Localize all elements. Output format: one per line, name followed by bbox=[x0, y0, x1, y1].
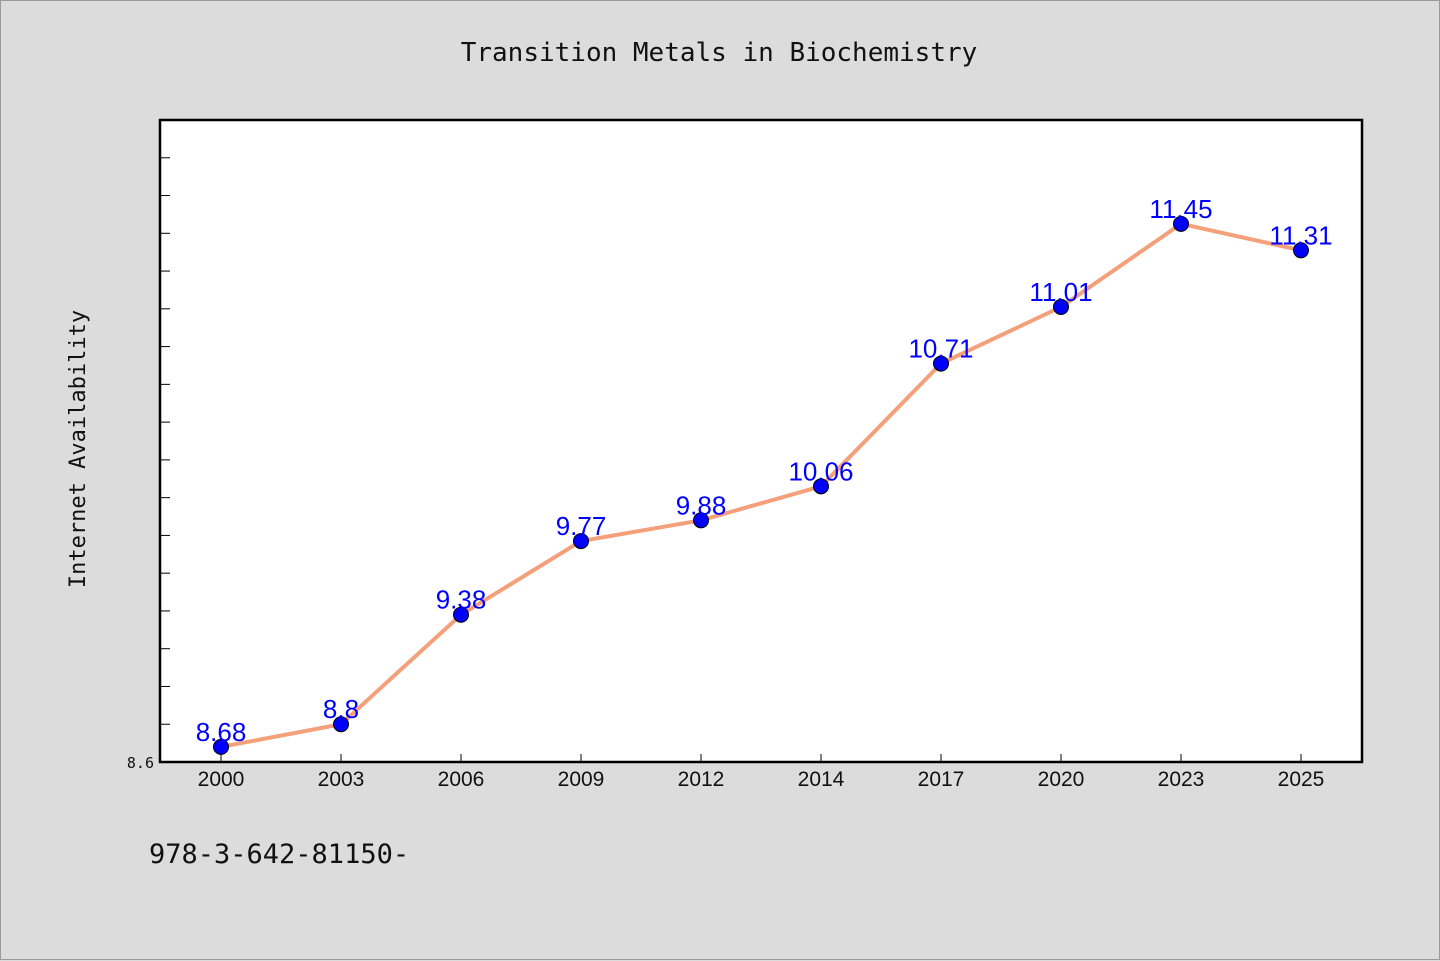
x-axis-ticks: 2000 2003 2006 2009 2012 2014 2017 2020 2023 2025 bbox=[198, 754, 1325, 791]
data-label: 11.01 bbox=[1029, 277, 1092, 307]
data-point bbox=[213, 738, 229, 755]
x-tick-label: 2020 bbox=[1038, 768, 1085, 791]
data-point bbox=[333, 716, 349, 733]
chart-title: Transition Metals in Biochemistry bbox=[461, 38, 978, 68]
x-tick-label: 2009 bbox=[558, 768, 605, 791]
series-layer bbox=[213, 215, 1309, 755]
data-point bbox=[813, 478, 829, 495]
series-line bbox=[220, 221, 1302, 749]
data-label: 10.71 bbox=[908, 334, 973, 364]
x-tick-label: 2006 bbox=[438, 768, 485, 791]
y-axis-label: Internet Availability bbox=[66, 310, 91, 588]
plot-area bbox=[158, 118, 1364, 764]
x-tick-label: 2014 bbox=[798, 768, 845, 791]
data-label: 11.31 bbox=[1269, 220, 1332, 250]
data-label: 9.88 bbox=[676, 490, 727, 520]
x-tick-label: 2023 bbox=[1158, 768, 1205, 791]
data-point bbox=[573, 533, 589, 550]
data-label: 10.06 bbox=[788, 456, 853, 486]
data-point bbox=[933, 355, 949, 372]
data-label: 9.38 bbox=[436, 585, 487, 615]
data-point bbox=[1293, 242, 1309, 259]
y-tick-label: 8.6 bbox=[127, 754, 154, 772]
x-tick-label: 2017 bbox=[918, 768, 965, 791]
data-label: 8.68 bbox=[196, 717, 247, 747]
data-label-layer: 8.68 8.8 9.38 9.77 9.88 10.06 10.71 11.01 11.45 1… bbox=[196, 194, 1333, 747]
data-point bbox=[1053, 298, 1069, 315]
data-point bbox=[453, 606, 469, 623]
data-label: 8.8 bbox=[323, 694, 359, 724]
data-point bbox=[1173, 215, 1189, 232]
data-label: 9.77 bbox=[556, 511, 607, 541]
x-tick-label: 2012 bbox=[678, 768, 725, 791]
data-point bbox=[693, 512, 709, 529]
y-axis-ticks: 8.6 bbox=[127, 119, 174, 772]
data-label: 11.45 bbox=[1149, 194, 1212, 224]
x-tick-label: 2000 bbox=[198, 768, 245, 791]
isbn-text: 978-3-642-81150- bbox=[149, 839, 409, 870]
x-tick-label: 2025 bbox=[1278, 768, 1325, 791]
x-tick-label: 2003 bbox=[318, 768, 365, 791]
